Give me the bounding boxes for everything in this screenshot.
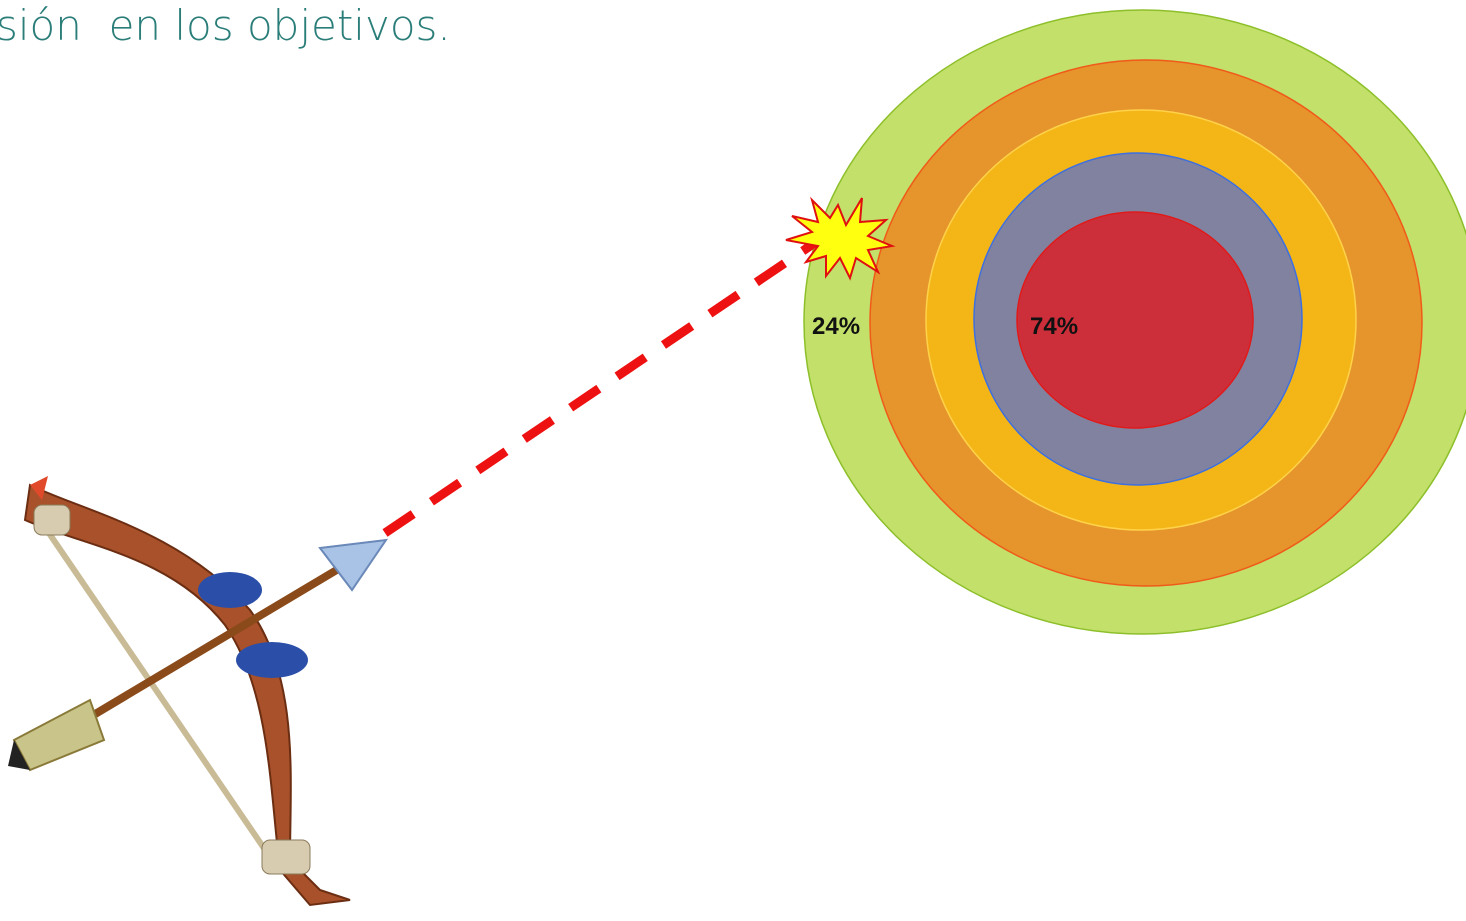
inner-label: 74% <box>1030 313 1078 340</box>
slide-title: sión en los objetivos. <box>0 1 451 50</box>
slide: sión en los objetivos. 24% 74% <box>0 0 1466 921</box>
target <box>804 10 1466 634</box>
outer-label: 24% <box>812 313 860 340</box>
page: sión en los objetivos. 24% 74% (() => { … <box>0 0 1466 921</box>
trajectory <box>385 238 822 533</box>
bow-illustration <box>8 476 386 905</box>
